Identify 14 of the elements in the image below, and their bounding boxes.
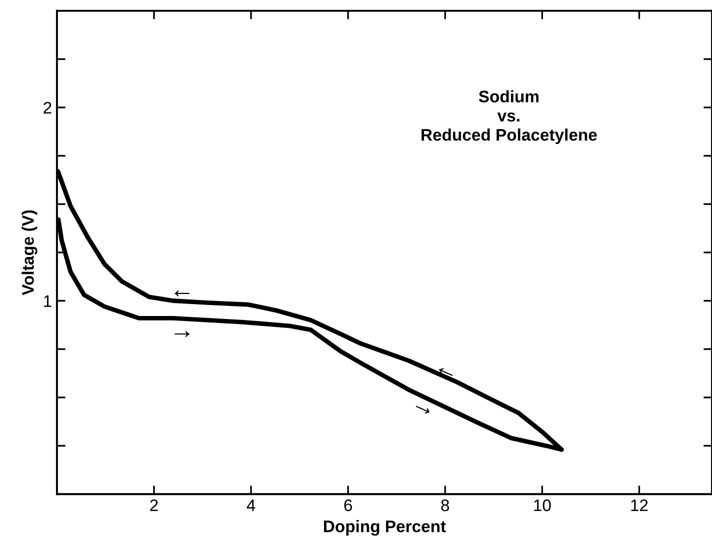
x-tick-label: 2 (150, 499, 158, 512)
annotation: Sodium vs. Reduced Polacetylene (422, 90, 597, 144)
annotation: ← (438, 366, 454, 378)
x-tick-label: 12 (631, 499, 648, 512)
x-tick-label: 6 (344, 499, 352, 512)
x-tick-label: 4 (246, 500, 256, 512)
annotation: → (174, 331, 190, 337)
x-axis-title: Doping Percent (324, 520, 446, 536)
x-tick-label: 8 (441, 499, 450, 512)
y-tick-label: 1 (44, 295, 52, 307)
annotation: ← (174, 290, 190, 296)
x-tick-label: 10 (534, 499, 551, 512)
annotation: → (414, 404, 431, 415)
y-axis-title: Voltage (V) (22, 210, 38, 296)
